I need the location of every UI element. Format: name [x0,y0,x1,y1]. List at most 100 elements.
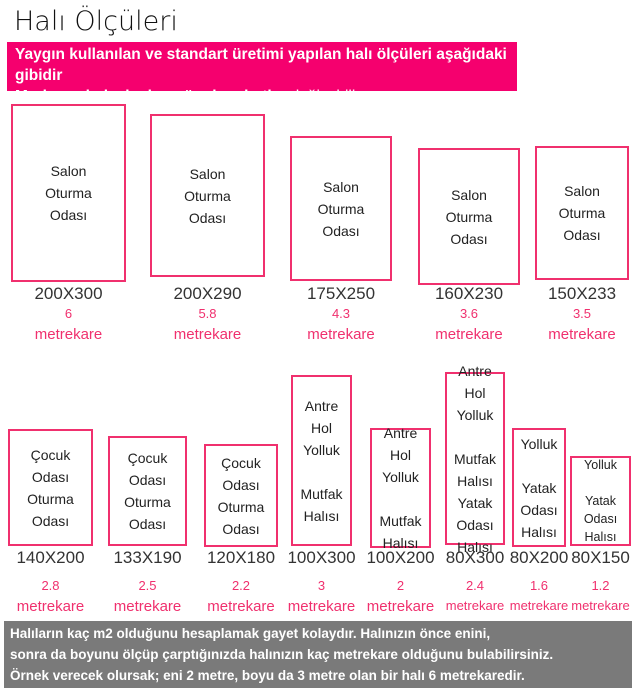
rug-usage-line [473,426,477,448]
info-box: Halıların kaç m2 olduğunu hesaplamak gay… [4,621,632,688]
rug-box: Salon Oturma Odası [535,146,629,280]
rug-box: Antre Hol Yolluk Mutfak Halısı Yatak Odası Hal… [445,363,505,555]
rug-area: 2.5 [138,578,157,593]
rug-usage-line: Yolluk [303,441,340,458]
rug-usage-line: Oturma [317,200,365,217]
rug-usage-line: Yolluk [456,406,494,423]
rug-usage-line: Odası [222,520,260,537]
rug-box: Çocuk Odası Oturma Odası [204,444,278,547]
rug-area-unit: metrekare [207,598,275,615]
rug-area: 2.2 [231,578,251,593]
rug-area: 3.5 [572,306,592,321]
rug-usage-line: Odası [49,207,88,223]
rug-box: Salon Oturma Odası [290,136,392,281]
rug-box: Salon Oturma Odası [11,104,126,282]
rug-box: Çocuk Odası Oturma Odası [108,436,187,546]
page-title: Halı Ölçüleri [14,6,178,37]
rug-area-unit: metrekare [571,598,630,613]
rug-area: 3.6 [459,306,479,321]
rug-usage-line: Odası [450,230,488,247]
rug-box: Antre Hol Yolluk Mutfak Halısı [370,425,431,551]
rug-size: 200X300 [34,284,103,303]
rug-usage-line: Hol [389,447,411,463]
info-line: Örnek verecek olursak; eni 2 metre, boyu… [10,668,525,683]
rug-usage-line: Odası [456,516,494,533]
rug-usage-line [537,455,541,477]
rug-usage-line: Odası [583,512,618,526]
banner-line-1: Yaygın kullanılan ve standart üretimi ya… [15,46,507,84]
rug-area: 3 [317,578,326,593]
rug-size: 120X180 [206,548,276,567]
rug-area: 2 [396,578,405,593]
rug-usage-line: Odası [322,222,360,239]
rug-area: 4.3 [331,306,351,321]
rug-usage-line: Hol [464,384,486,401]
rug-size: 133X190 [113,548,182,567]
rug-size: 150X233 [547,284,617,303]
rug-usage-line: Çocuk [127,450,168,466]
rug-box: Yolluk Yatak Odası Halısı [570,456,631,546]
rug-usage-line: Odası [128,516,167,532]
rug-usage-line: Hol [310,419,332,436]
rug-usage-line: Halısı [584,530,617,544]
rug-size: 80X200 [509,548,569,567]
rug-usage-line: Salon [50,163,87,179]
rug-usage-line: Antre [458,362,492,379]
rug-usage-line: Halısı [382,535,419,551]
rug-usage-line: Yatak [521,479,557,496]
rug-area: 2.4 [465,578,485,593]
rug-size: 80X300 [445,548,505,567]
rug-area: 1.6 [529,578,549,593]
rug-size: 100X200 [366,548,435,567]
rug-box: Yolluk Yatak Odası Halısı [512,428,566,547]
rug-size: 160X230 [434,284,504,303]
rug-usage-line [399,488,403,510]
rug-box: Antre Hol Yolluk Mutfak Halısı [291,375,352,546]
rug-usage-line: Halısı [457,538,493,555]
rug-usage-line: Çocuk [221,454,261,471]
rug-usage-line: Yolluk [520,435,558,452]
rug-size: 175X250 [306,284,376,303]
rug-usage-line: Oturma [124,494,171,510]
rug-usage-line: Odası [563,227,601,243]
rug-usage-line: Odası [520,501,558,518]
rug-size: 200X290 [173,284,242,303]
rug-area-unit: metrekare [445,598,505,613]
rug-usage-line: Halısı [457,472,493,489]
rug-box: Salon Oturma Odası [418,148,520,285]
rug-area: 5.8 [198,306,217,321]
rug-usage-line: Oturma [27,490,74,507]
rug-usage-line: Odası [188,209,227,226]
info-line: Halıların kaç m2 olduğunu hesaplamak gay… [10,626,491,641]
rug-usage-line: Salon [189,165,226,182]
rug-area-unit: metrekare [548,326,616,343]
rug-area-unit: metrekare [173,326,242,343]
rug-usage-line: Salon [564,183,600,199]
rug-size: 140X200 [16,548,85,567]
rug-usage-line: Yolluk [584,458,617,472]
rug-box: Salon Oturma Odası [150,114,265,277]
rug-usage-line: Oturma [45,185,92,201]
rug-area: 6 [64,306,73,321]
rug-usage-line [320,461,324,483]
rug-usage-line: Mutfak [379,513,422,529]
rug-area: 2.8 [41,578,60,593]
rug-usage-line: Halısı [303,507,340,524]
rug-usage-line: Antre [383,425,418,441]
rug-area-unit: metrekare [34,326,103,343]
rug-usage-line: Salon [323,178,359,195]
rug-usage-line: Salon [451,186,487,203]
rug-box: Çocuk Odası Oturma Odası [8,429,93,546]
rug-area-unit: metrekare [16,598,85,615]
rug-area-unit: metrekare [509,598,569,613]
rug-area-unit: metrekare [307,326,375,343]
rug-usage-line: Antre [304,397,339,414]
rug-usage-line: Oturma [445,208,493,225]
rug-usage-line: Oturma [217,498,265,515]
rug-usage-line: Oturma [558,205,606,221]
rug-usage-line: Oturma [184,187,231,204]
rug-usage-line: Yatak [457,494,493,511]
rug-area-unit: metrekare [287,598,356,615]
rug-size: 100X300 [287,548,356,567]
rug-usage-line: Odası [222,476,260,493]
